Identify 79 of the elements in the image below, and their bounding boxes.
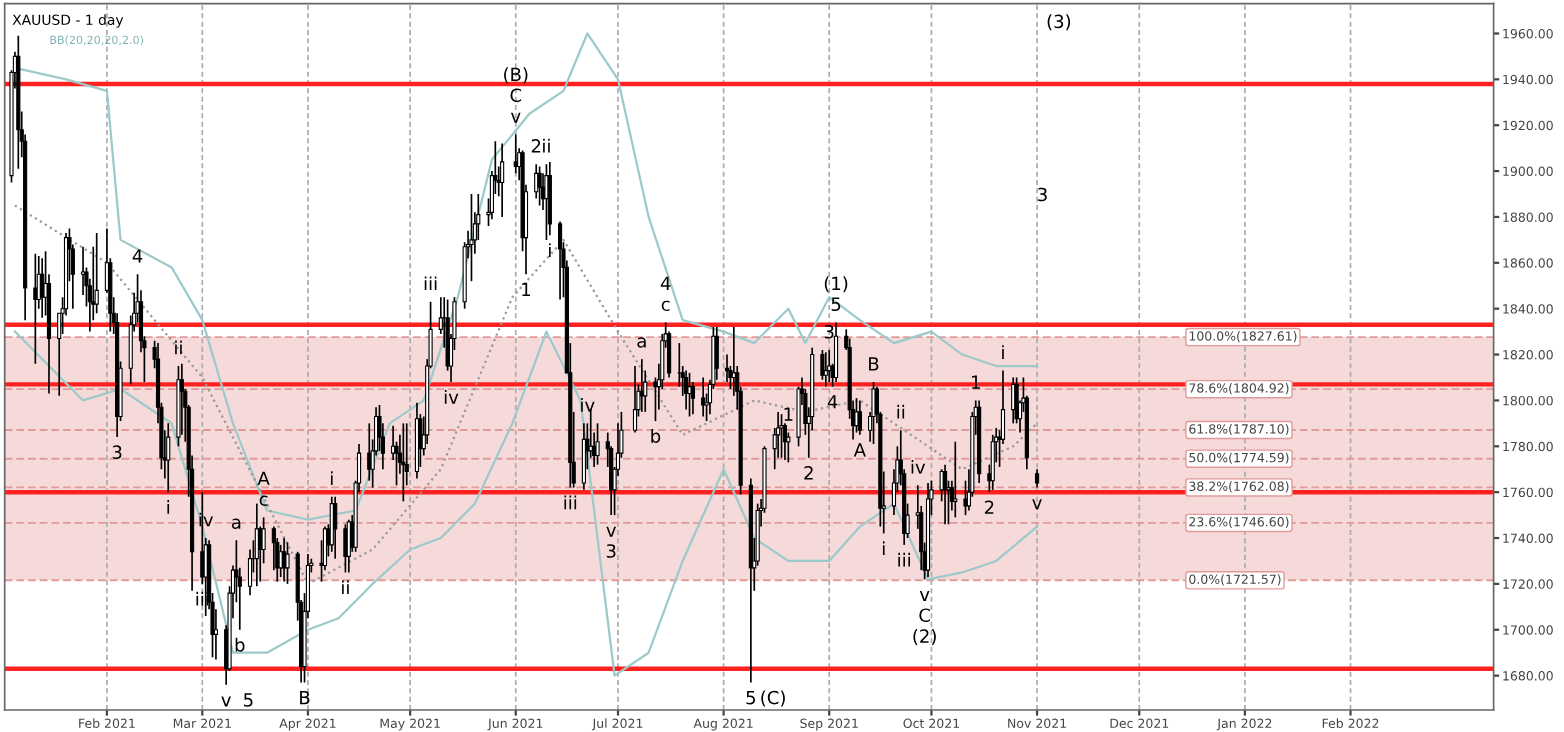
annotation: 5	[244, 693, 253, 707]
candlestick	[537, 165, 542, 207]
candlestick	[690, 381, 696, 416]
annotation: iii	[898, 552, 911, 567]
annotation: i	[1002, 345, 1004, 359]
annotation: 5	[746, 691, 756, 705]
candlestick	[953, 440, 958, 519]
annotation: v	[510, 112, 521, 123]
annotation: 3	[824, 324, 834, 339]
candlestick	[285, 541, 290, 585]
annotation: v	[221, 696, 231, 707]
candlestick	[343, 523, 348, 574]
annotation: iii	[564, 495, 577, 510]
annotation: v	[1032, 499, 1042, 510]
annotation: 3	[112, 445, 122, 460]
annotation: (3)	[1047, 14, 1071, 31]
candlestick	[833, 321, 839, 383]
annotation: (C)	[761, 690, 785, 707]
candlestick	[666, 330, 672, 379]
annotation: c	[259, 495, 268, 506]
annotation: iv	[444, 390, 459, 404]
candlestick	[714, 326, 719, 381]
annotation: B	[869, 357, 879, 371]
annotation: a	[231, 518, 241, 529]
annotation: i	[882, 541, 885, 556]
candlestick	[500, 142, 505, 218]
annotation: v	[606, 526, 616, 537]
candlestick	[687, 372, 692, 418]
annotation: (2)	[913, 628, 936, 646]
candlestick	[1014, 376, 1019, 425]
candlestick	[632, 365, 638, 434]
annotation: 3	[606, 544, 616, 558]
annotation: A	[257, 471, 270, 485]
annotation: 5	[831, 297, 841, 312]
candlestick	[1034, 468, 1040, 489]
annotation: ii	[543, 138, 550, 153]
candlestick	[857, 399, 862, 436]
annotation: i	[167, 500, 170, 514]
annotation: 4	[827, 395, 838, 409]
annotation: B	[300, 691, 310, 705]
candlestick	[942, 463, 948, 526]
annotation: b	[235, 637, 245, 652]
annotation: 4	[660, 276, 671, 290]
candlestick	[820, 349, 825, 381]
candlestick	[94, 232, 99, 315]
candlestick	[786, 431, 791, 464]
annotation: 2	[804, 466, 813, 480]
annotation: A	[853, 443, 866, 457]
annotation: i	[330, 471, 333, 486]
annotation: 4	[132, 249, 143, 263]
candlestick	[557, 220, 563, 301]
annotation: (1)	[824, 276, 848, 293]
candlestick	[701, 376, 706, 418]
annotation: iv	[581, 397, 595, 412]
candlestick	[823, 351, 828, 388]
annotation: 2	[531, 139, 541, 153]
annotation: C	[919, 608, 930, 623]
annotation: b	[651, 429, 661, 443]
annotation: ii	[897, 404, 905, 419]
annotation: 2	[984, 500, 994, 514]
annotation: 3	[1038, 187, 1047, 202]
annotation: v	[919, 591, 930, 601]
annotation: 1	[784, 407, 793, 421]
candlestick	[990, 433, 995, 491]
annotation: ii	[175, 340, 182, 355]
annotation: 1	[522, 282, 531, 296]
annotation: ii	[342, 580, 349, 595]
candlestick	[333, 495, 338, 560]
annotation: a	[637, 337, 646, 348]
annotation: c	[661, 300, 670, 312]
annotation: iii	[424, 276, 437, 291]
annotation: 1	[971, 375, 980, 389]
annotation: (B)	[504, 67, 528, 84]
annotation: i	[549, 243, 551, 257]
candlestick	[581, 422, 586, 491]
candlestick	[401, 422, 406, 503]
annotation: iv	[911, 459, 926, 474]
annotation: C	[510, 88, 522, 103]
candlestick	[33, 252, 38, 365]
